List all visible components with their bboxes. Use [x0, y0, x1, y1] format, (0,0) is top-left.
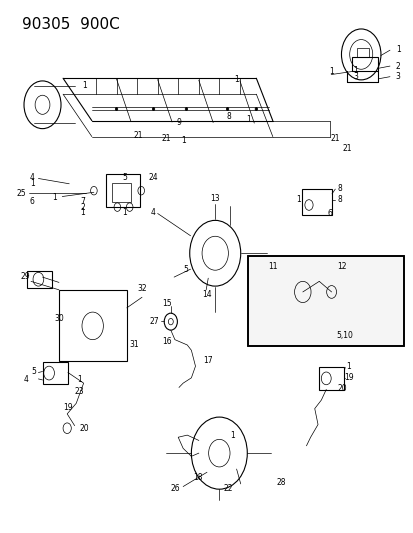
Text: 29: 29: [20, 271, 30, 280]
Text: 1: 1: [234, 75, 238, 84]
Bar: [318, 367, 344, 390]
Text: 1: 1: [80, 208, 85, 217]
Circle shape: [226, 108, 228, 111]
Text: 6: 6: [30, 197, 35, 206]
Text: 20: 20: [79, 424, 89, 433]
Text: 1: 1: [395, 45, 400, 54]
Text: 1: 1: [230, 431, 234, 440]
Text: 21: 21: [133, 131, 142, 140]
Text: 21: 21: [161, 134, 170, 143]
Circle shape: [254, 108, 257, 111]
Text: 9: 9: [176, 118, 181, 127]
Text: 26: 26: [170, 483, 179, 492]
Circle shape: [115, 108, 117, 111]
Text: 28: 28: [275, 478, 285, 487]
Bar: [247, 256, 404, 346]
Text: 8: 8: [225, 112, 230, 122]
Text: 19: 19: [63, 402, 73, 411]
Text: 8: 8: [336, 195, 341, 204]
Text: 5: 5: [183, 265, 188, 273]
Text: 1: 1: [52, 193, 57, 202]
Text: 11: 11: [267, 262, 277, 271]
Text: 30: 30: [54, 314, 64, 323]
Text: 1: 1: [246, 115, 251, 124]
Text: 15: 15: [161, 299, 171, 308]
Text: 1: 1: [122, 208, 127, 217]
Text: 16: 16: [161, 337, 171, 346]
Bar: [43, 362, 68, 384]
Text: 3: 3: [395, 72, 400, 81]
Text: 21: 21: [342, 144, 351, 154]
Bar: [106, 174, 140, 207]
Text: 5,10: 5,10: [336, 330, 353, 340]
Circle shape: [152, 108, 154, 111]
Text: 25: 25: [16, 189, 26, 198]
Text: 20: 20: [336, 384, 346, 393]
Bar: [112, 183, 131, 202]
Text: 18: 18: [193, 473, 202, 482]
Text: 3: 3: [353, 72, 357, 81]
Text: 27: 27: [149, 317, 159, 326]
Text: 17: 17: [202, 357, 212, 366]
Text: 4: 4: [30, 173, 35, 182]
Circle shape: [185, 108, 187, 111]
Bar: [351, 56, 377, 71]
Text: 7: 7: [80, 197, 85, 206]
Text: 2: 2: [80, 203, 85, 212]
Text: 1: 1: [346, 362, 350, 370]
Text: 22: 22: [223, 483, 233, 492]
Text: 4: 4: [151, 208, 156, 217]
Text: 24: 24: [148, 173, 158, 182]
Text: 5: 5: [122, 173, 127, 182]
Text: 1: 1: [77, 375, 82, 384]
Text: 32: 32: [137, 284, 147, 293]
Text: 2: 2: [395, 62, 400, 70]
Bar: [301, 189, 331, 215]
Bar: [247, 256, 404, 346]
Text: 4: 4: [24, 375, 28, 384]
Text: 21: 21: [330, 134, 339, 143]
Bar: [27, 271, 52, 288]
Bar: [356, 48, 368, 56]
Text: 6: 6: [327, 209, 332, 218]
Text: 1: 1: [30, 179, 35, 188]
Text: 12: 12: [336, 262, 346, 271]
Text: 1: 1: [328, 67, 333, 76]
Text: 8: 8: [336, 183, 341, 192]
Text: 23: 23: [74, 386, 84, 395]
Text: 31: 31: [129, 341, 138, 350]
Text: 14: 14: [202, 289, 211, 298]
Text: 5: 5: [32, 367, 37, 376]
Text: 1: 1: [82, 80, 87, 90]
Text: 1: 1: [295, 195, 300, 204]
Text: 1: 1: [180, 136, 185, 145]
Text: 90305  900C: 90305 900C: [22, 17, 119, 33]
Text: 1: 1: [353, 66, 357, 75]
Text: 19: 19: [343, 373, 353, 382]
Text: 13: 13: [210, 194, 219, 203]
